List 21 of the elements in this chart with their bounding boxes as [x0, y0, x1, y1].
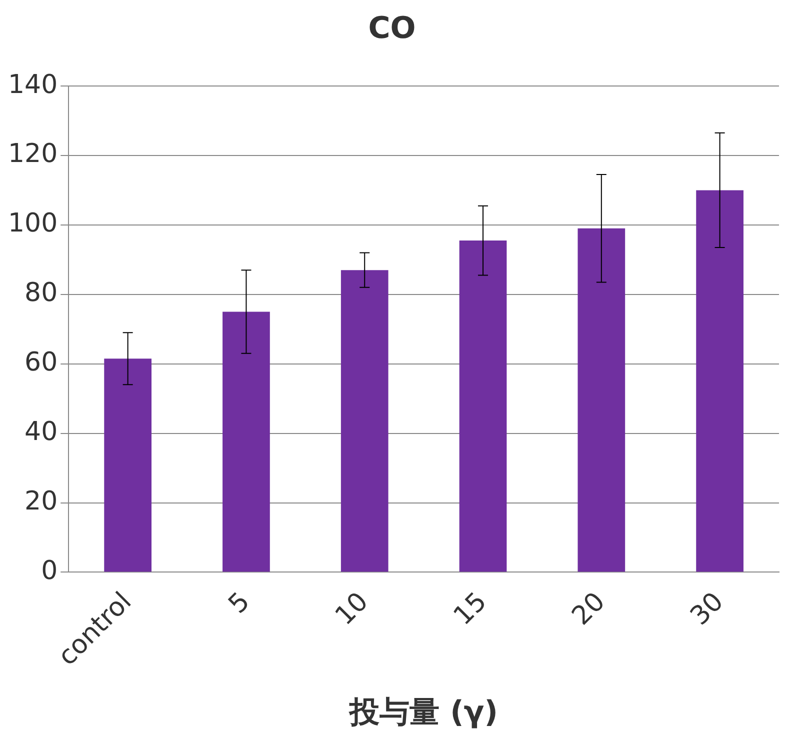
y-tick-label: 100: [8, 208, 58, 239]
chart-title: CO: [368, 10, 416, 46]
y-tick-label: 80: [24, 278, 58, 308]
y-tick-label: 0: [41, 556, 58, 586]
y-tick-label: 60: [24, 348, 58, 378]
x-tick-label: 20: [566, 586, 612, 632]
x-axis-title: 投与量 (γ): [348, 694, 498, 730]
x-tick-label: 15: [448, 586, 493, 632]
y-tick-label: 120: [8, 139, 58, 170]
x-tick-label: 10: [330, 586, 374, 632]
y-tick-label: 140: [8, 70, 58, 100]
bar: [104, 358, 152, 572]
y-tick-label: 40: [24, 417, 58, 448]
bar: [578, 228, 626, 572]
bar: [696, 190, 744, 572]
bar: [459, 240, 507, 572]
bar: [340, 270, 388, 572]
x-tick-label: 30: [684, 586, 730, 632]
y-tick-label: 20: [24, 486, 58, 516]
x-tick-label: 5: [223, 586, 256, 620]
bar: [222, 312, 270, 572]
